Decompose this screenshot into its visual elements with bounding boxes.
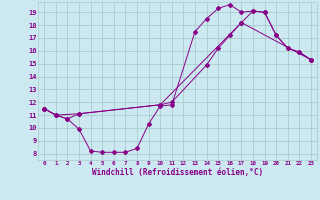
X-axis label: Windchill (Refroidissement éolien,°C): Windchill (Refroidissement éolien,°C) (92, 168, 263, 177)
